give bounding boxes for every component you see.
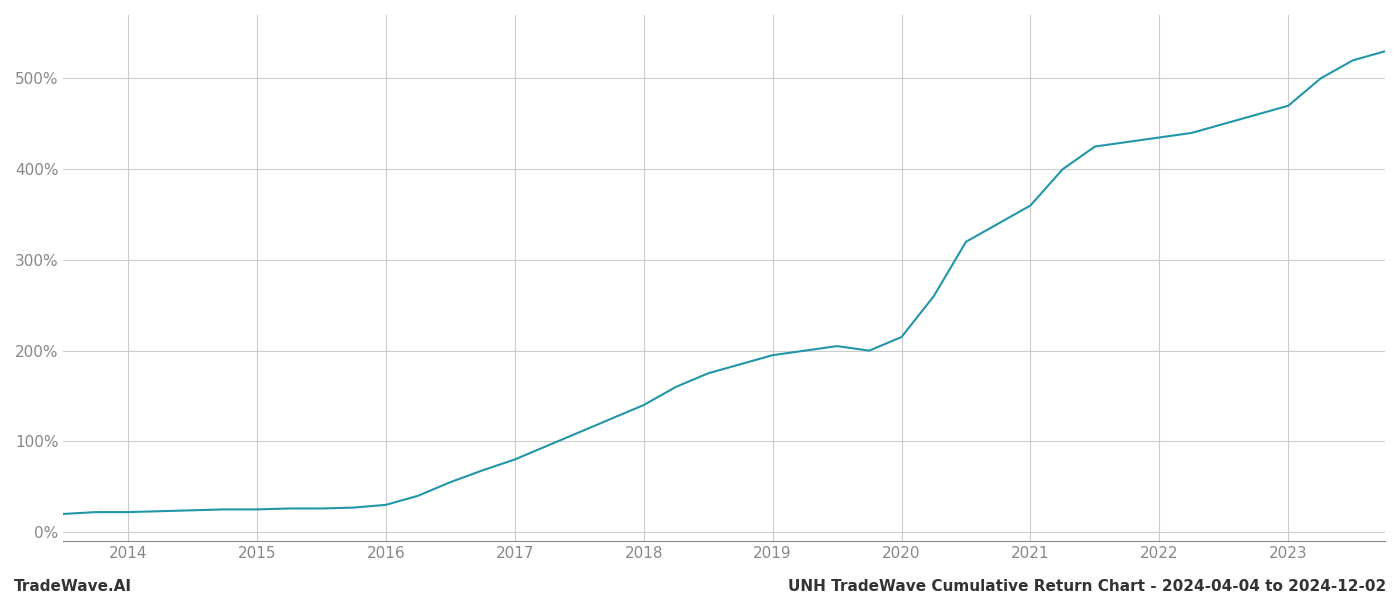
- Text: TradeWave.AI: TradeWave.AI: [14, 579, 132, 594]
- Text: UNH TradeWave Cumulative Return Chart - 2024-04-04 to 2024-12-02: UNH TradeWave Cumulative Return Chart - …: [788, 579, 1386, 594]
